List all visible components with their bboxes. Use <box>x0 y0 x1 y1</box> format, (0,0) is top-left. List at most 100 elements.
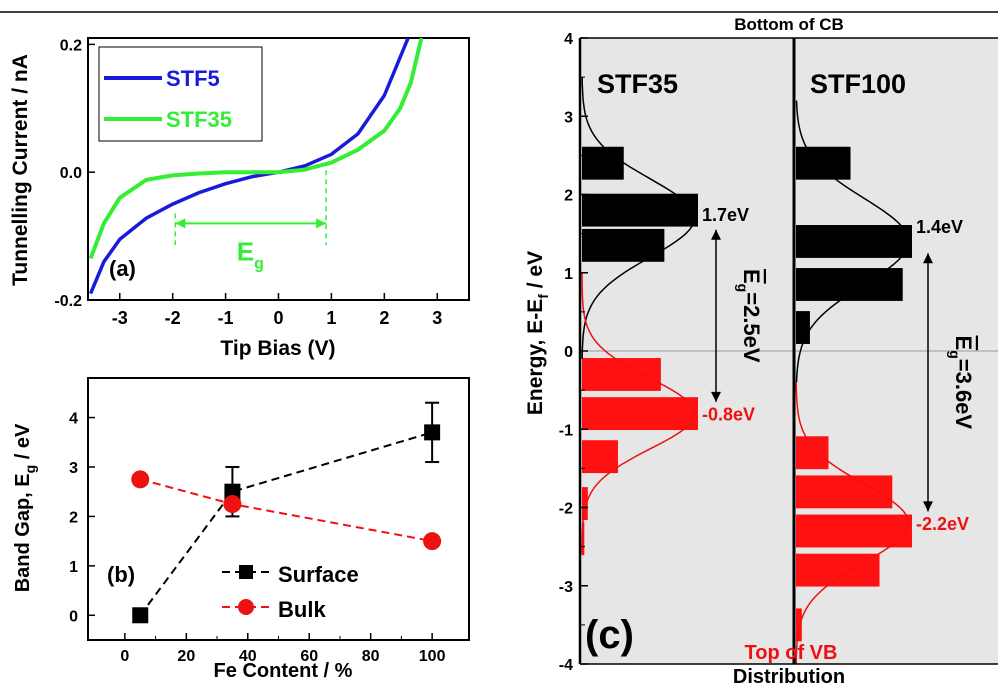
y-tick-label: -4 <box>559 657 573 674</box>
x-tick-label: 60 <box>300 648 318 665</box>
x-tick-label: 100 <box>419 648 446 665</box>
legend-label-bulk: Bulk <box>278 597 326 622</box>
x-tick-label: 80 <box>362 648 380 665</box>
y-tick-label: 4 <box>564 31 573 48</box>
x-tick-label: 2 <box>379 308 389 328</box>
stf35-gap-label: Eg=2.5eV <box>735 269 764 363</box>
panel-c: -4 -3 -2 -1 0 1 2 3 4 1.7eV -0.8eV Eg=2.5eV 1.4eV -2… <box>524 15 998 688</box>
stf35-vb-bar <box>582 397 698 431</box>
x-tick-label: -1 <box>218 308 234 328</box>
y-tick-label: 3 <box>564 109 573 126</box>
panel-b-ticks: 0 20 40 60 80 100 0 1 2 3 4 <box>69 411 445 665</box>
gap-arrow-bottom-head <box>923 501 933 512</box>
bulk-point <box>131 470 150 489</box>
panel-a-gap-annotation: Eg <box>174 170 327 272</box>
panel-a: -3 -2 -1 0 1 2 3 -0.2 0.0 0.2 Eg STF5 STF35 (a) T… <box>9 37 470 360</box>
stf100-vb-fit <box>795 382 910 664</box>
stf35-vb-peak-label: -0.8eV <box>702 405 755 425</box>
panel-c-annotations: 1.7eV -0.8eV Eg=2.5eV 1.4eV -2.2eV Eg=3.6eV <box>702 205 976 534</box>
panel-a-xlabel: Tip Bias (V) <box>220 337 335 360</box>
panel-b: 0 20 40 60 80 100 0 1 2 3 4 Surface Bulk (b) Fe Co… <box>12 377 470 682</box>
panel-a-legend: STF5 STF35 <box>98 46 263 142</box>
panel-c-label: (c) <box>585 613 634 657</box>
gap-arrow-right-head <box>316 218 327 229</box>
panel-a-curves <box>88 38 424 295</box>
gap-arrow-bottom-head <box>711 391 721 402</box>
panel-c-stf35-title: STF35 <box>597 69 678 99</box>
stf35-cb-bar <box>582 146 624 180</box>
y-tick-label: 2 <box>69 509 78 526</box>
x-tick-label: 0 <box>120 648 129 665</box>
stf35-cb-bar <box>582 193 698 227</box>
panel-b-ylabel: Band Gap, Eg / eV <box>12 423 38 592</box>
stf100-cb-peak-label: 1.4eV <box>916 217 963 237</box>
panel-c-stf100-title: STF100 <box>810 69 906 99</box>
curve-stf35 <box>88 38 424 260</box>
trend-line-surface <box>139 431 433 616</box>
stf35-cb-peak-label: 1.7eV <box>702 205 749 225</box>
surface-point <box>224 483 241 500</box>
panel-b-trend-lines <box>139 431 433 616</box>
stf35-cb-fit <box>581 77 696 359</box>
gap-arrow-top-head <box>711 229 721 240</box>
y-tick-label: 0.2 <box>60 37 82 54</box>
curve-stf5 <box>88 38 410 295</box>
panel-b-label: (b) <box>107 562 135 587</box>
y-tick-label: -1 <box>559 422 573 439</box>
stf35-vb-bar <box>582 440 618 474</box>
surface-point <box>424 424 441 441</box>
stf100-cb-bar <box>796 311 810 344</box>
x-tick-label: 40 <box>239 648 257 665</box>
stf100-vb-bar <box>796 436 829 470</box>
legend-label-surface: Surface <box>278 562 359 587</box>
legend-marker-surface <box>239 565 253 579</box>
bulk-point <box>223 495 242 514</box>
y-tick-label: 0 <box>564 344 573 361</box>
y-tick-label: 2 <box>564 188 573 205</box>
x-tick-label: 3 <box>432 308 442 328</box>
stf35-vb-bar <box>582 358 661 391</box>
panel-b-xlabel: Fe Content / % <box>214 660 353 682</box>
panel-b-legend: Surface Bulk <box>222 562 359 622</box>
x-tick-label: 20 <box>177 648 195 665</box>
panel-b-markers <box>131 401 442 624</box>
trend-line-bulk <box>139 478 433 543</box>
stf35-vb-bar <box>582 487 588 521</box>
x-tick-label: -2 <box>165 308 181 328</box>
y-tick-label: 3 <box>69 460 78 477</box>
y-tick-label: 0.0 <box>60 165 82 182</box>
x-tick-label: 1 <box>326 308 336 328</box>
legend-label-stf5: STF5 <box>166 66 220 91</box>
panel-c-xlabel: Distribution <box>733 666 845 688</box>
panel-a-ticks: -3 -2 -1 0 1 2 3 -0.2 0.0 0.2 <box>54 37 442 328</box>
panel-a-label: (a) <box>109 256 136 281</box>
surface-point <box>132 607 149 624</box>
stf100-vb-bar <box>796 553 880 587</box>
gap-arrow-top-head <box>923 253 933 264</box>
y-tick-label: 0 <box>69 608 78 625</box>
panel-c-ylabel: Energy, E-Ef / eV <box>524 251 551 415</box>
y-tick-label: 1 <box>69 559 78 576</box>
stf100-vb-peak-label: -2.2eV <box>916 514 969 534</box>
y-tick-label: -0.2 <box>54 293 82 310</box>
y-tick-label: -3 <box>559 579 573 596</box>
stf100-gap-label: Eg=3.6eV <box>947 336 976 430</box>
gap-arrow-left-head <box>175 218 186 229</box>
y-tick-label: 4 <box>69 411 78 428</box>
panel-a-legend-box <box>98 46 263 142</box>
stf100-cb-bar <box>796 268 903 301</box>
panel-c-ticks: -4 -3 -2 -1 0 1 2 3 4 <box>559 31 588 674</box>
stf100-vb-bar <box>796 608 802 642</box>
panel-c-top-label: Bottom of CB <box>734 15 844 34</box>
stf100-vb-bar <box>796 514 912 548</box>
panel-c-bars <box>582 146 912 642</box>
panel-a-ylabel: Tunnelling Current / nA <box>9 54 32 286</box>
y-tick-label: -2 <box>559 501 573 518</box>
x-tick-label: 0 <box>273 308 283 328</box>
stf100-cb-bar <box>796 225 912 258</box>
bulk-point <box>423 532 442 551</box>
legend-label-stf35: STF35 <box>166 107 232 132</box>
stf100-cb-fit <box>795 100 910 383</box>
panel-c-bottom-label: Top of VB <box>745 642 838 664</box>
